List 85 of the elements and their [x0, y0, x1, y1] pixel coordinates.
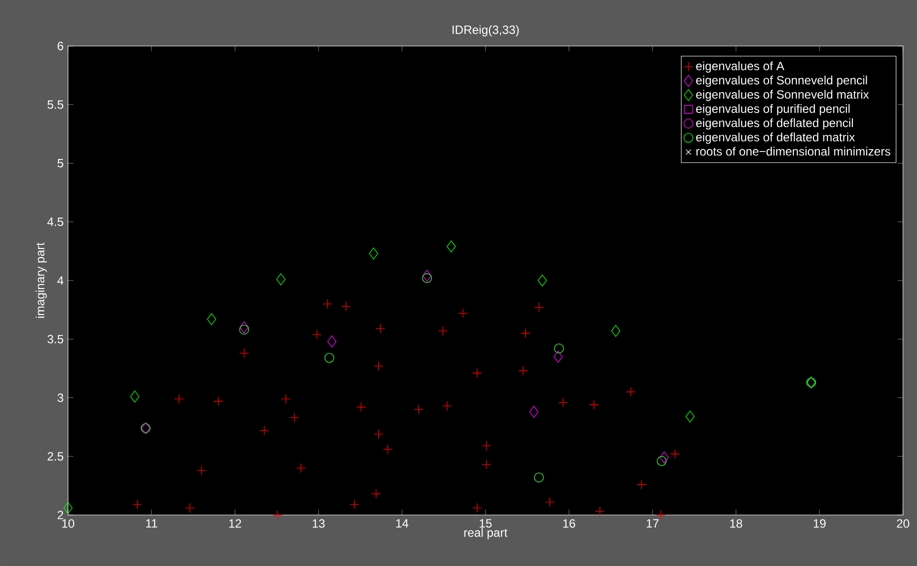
point: [240, 321, 249, 334]
y-axis-title: imaginary part: [36, 242, 47, 318]
point: [132, 500, 142, 510]
point: [185, 503, 195, 513]
x-tick-label: 10: [62, 519, 74, 528]
point: [534, 302, 544, 312]
y-tick-label: 5: [58, 159, 64, 168]
x-tick-label: 12: [229, 519, 242, 528]
point: [322, 299, 333, 309]
point: [312, 330, 322, 340]
point: [327, 336, 336, 348]
point: [544, 497, 555, 507]
point: [442, 401, 452, 411]
point: [472, 368, 482, 378]
point: [538, 274, 547, 286]
legend-label: roots of one−dimensional minimizers: [696, 146, 890, 156]
y-tick-label: 5.5: [48, 100, 64, 109]
point: [422, 270, 432, 282]
legend-label: eigenvalues of purified pencil: [696, 104, 850, 116]
point: [626, 387, 636, 397]
point: [472, 503, 482, 513]
point: [558, 398, 568, 408]
point: [686, 410, 695, 422]
point: [63, 502, 73, 514]
x-tick-label: 16: [563, 519, 576, 528]
y-tick-label: 4: [57, 276, 64, 285]
point: [374, 361, 384, 371]
legend-label: eigenvalues of A: [696, 61, 784, 73]
point: [518, 366, 528, 376]
point: [375, 324, 386, 334]
point: [371, 489, 381, 499]
point: [656, 510, 666, 520]
y-tick-label: 2: [58, 510, 64, 520]
legend-label: eigenvalues of deflated matrix: [696, 132, 855, 144]
point: [272, 510, 282, 520]
point: [481, 460, 492, 470]
point: [611, 324, 620, 337]
x-tick-label: 13: [312, 519, 325, 528]
y-tick-label: 4.5: [47, 218, 64, 226]
point: [174, 394, 184, 404]
legend-label: eigenvalues of deflated pencil: [696, 118, 853, 130]
y-tick-label: 2.5: [48, 452, 64, 461]
point: [589, 400, 599, 410]
legend-label: eigenvalues of Sonneveld pencil: [696, 76, 867, 87]
x-tick-label: 15: [480, 519, 492, 528]
point: [276, 273, 286, 286]
point: [196, 466, 206, 476]
x-tick-label: 11: [146, 519, 158, 528]
point: [529, 406, 538, 418]
point: [374, 429, 384, 439]
point: [207, 313, 216, 326]
point: [670, 449, 680, 459]
point: [458, 308, 468, 318]
point: [595, 506, 605, 516]
x-tick-label: 14: [396, 519, 408, 528]
x-tick-label: 19: [814, 519, 826, 528]
x-tick-label: 17: [646, 519, 659, 528]
point: [481, 440, 492, 451]
x-axis-title: real part: [464, 528, 508, 540]
point: [341, 301, 351, 312]
point: [520, 328, 530, 338]
point: [239, 348, 250, 358]
point: [281, 394, 291, 404]
point: [130, 390, 140, 402]
point: [554, 350, 563, 363]
point: [296, 463, 306, 473]
chart-title: IDReig(3,33): [452, 25, 519, 36]
legend-label: eigenvalues of Sonneveld matrix: [696, 90, 869, 102]
point: [446, 240, 456, 252]
point: [356, 402, 366, 412]
point: [414, 404, 424, 414]
point: [350, 500, 360, 510]
x-tick-label: 18: [730, 519, 742, 528]
point: [438, 326, 448, 336]
x-tick-label: 20: [896, 519, 910, 528]
y-tick-label: 3: [58, 393, 64, 402]
point: [660, 452, 669, 464]
point: [382, 444, 393, 454]
point: [636, 480, 647, 490]
point: [369, 248, 378, 260]
point: [289, 412, 300, 423]
y-tick-label: 6: [58, 42, 64, 50]
point: [213, 396, 224, 406]
y-tick-label: 3.5: [48, 334, 64, 344]
point: [259, 426, 270, 436]
